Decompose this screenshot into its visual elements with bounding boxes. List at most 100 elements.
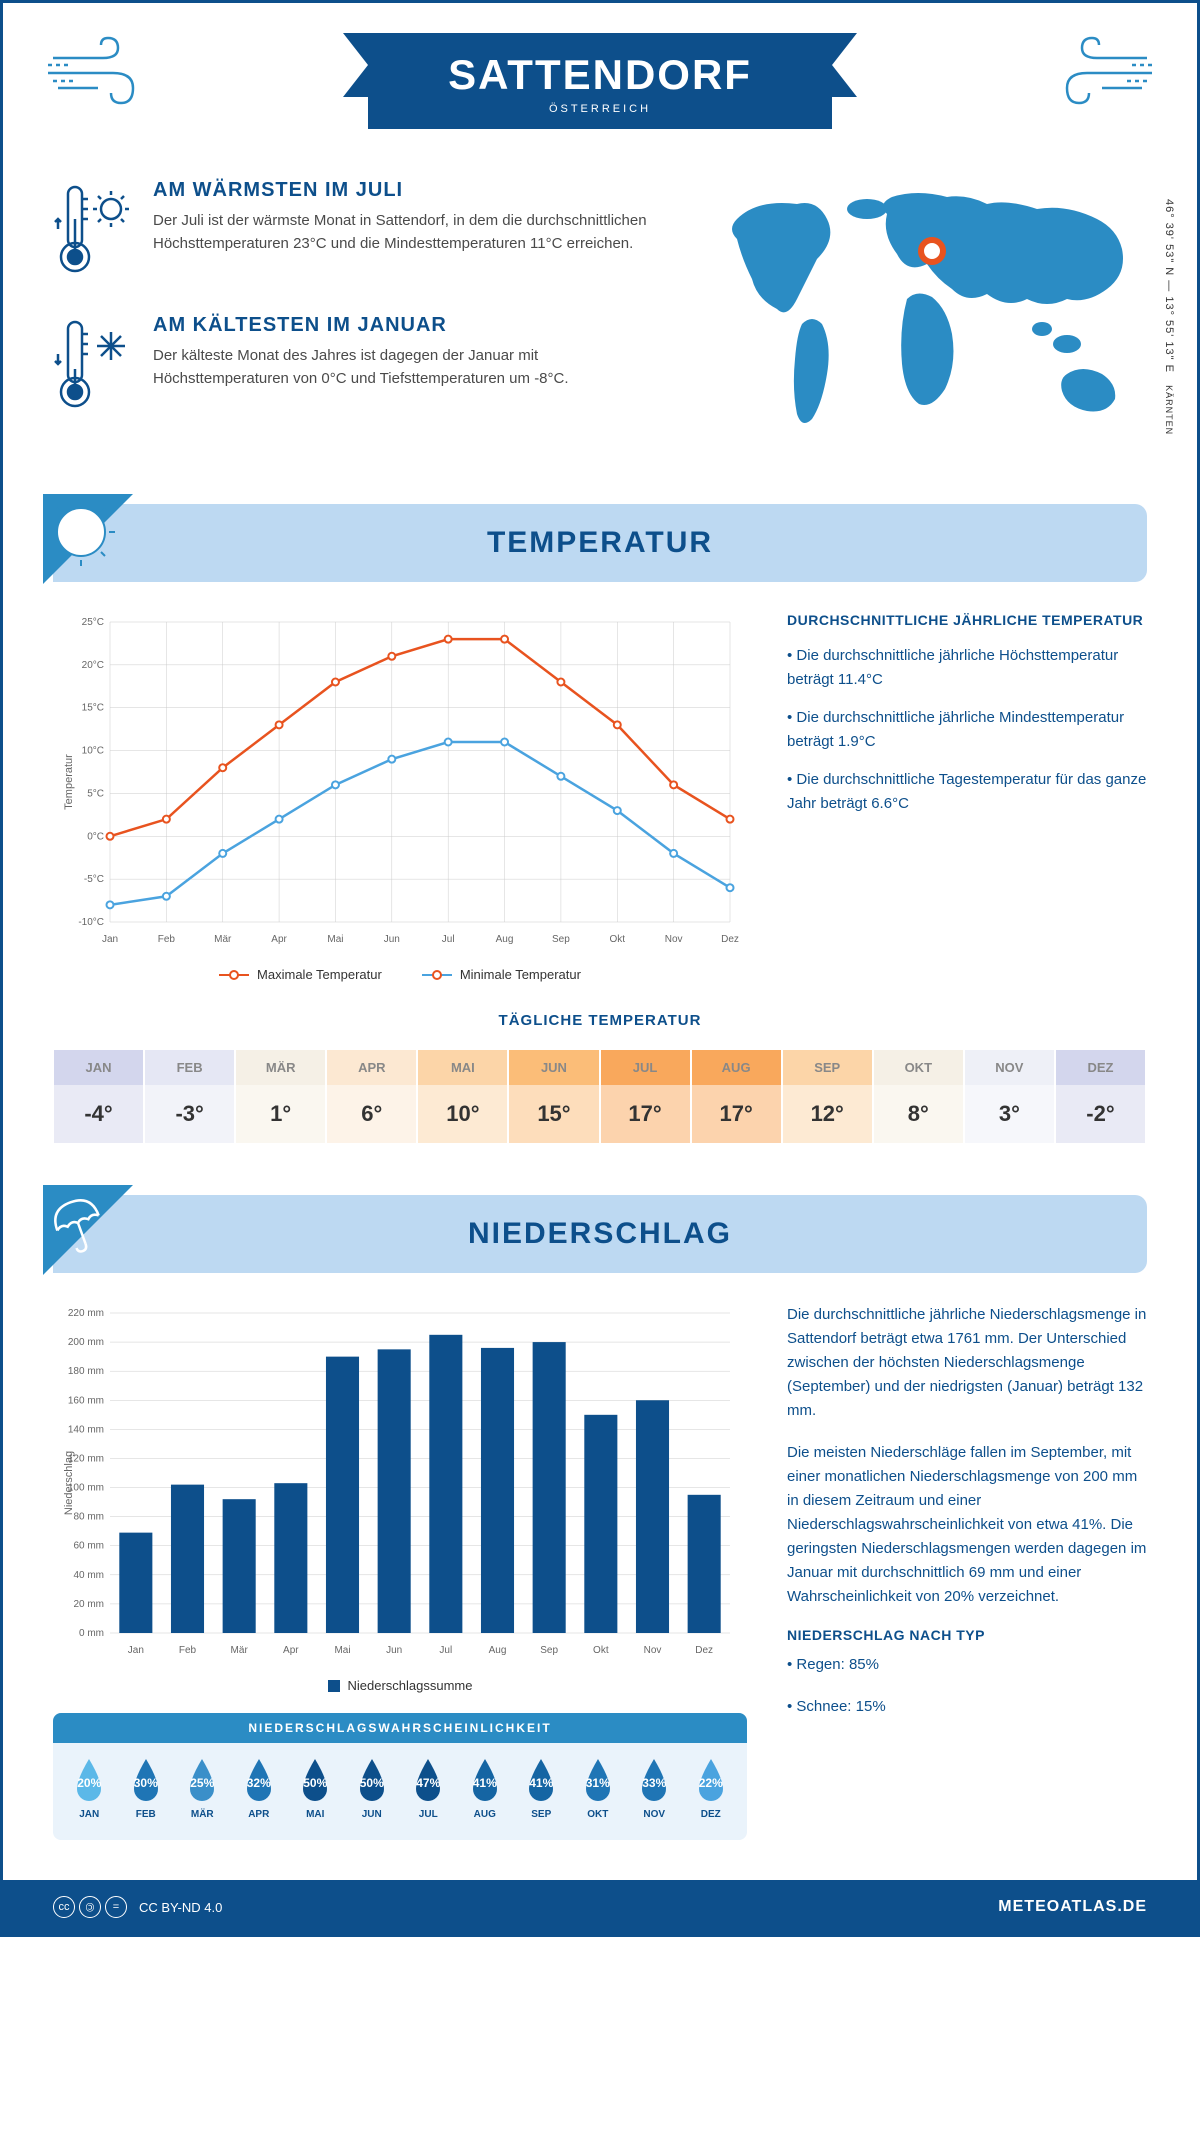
svg-text:5°C: 5°C	[87, 788, 104, 799]
temp-title: TEMPERATUR	[73, 526, 1127, 560]
umbrella-icon	[43, 1185, 143, 1285]
svg-text:160 mm: 160 mm	[68, 1395, 104, 1406]
prob-drop: 25%MÄR	[176, 1757, 229, 1820]
daily-temp-table: JAN-4°FEB-3°MÄR1°APR6°MAI10°JUN15°JUL17°…	[53, 1049, 1147, 1145]
svg-text:Mai: Mai	[327, 934, 343, 945]
svg-text:20 mm: 20 mm	[73, 1599, 104, 1610]
temp-legend: .legend-swatch:nth-child(1)::after{borde…	[53, 967, 747, 982]
city-name: SATTENDORF	[448, 51, 752, 99]
prob-drop: 50%JUN	[346, 1757, 399, 1820]
wind-icon-right	[1037, 33, 1157, 113]
warm-body: Der Juli ist der wärmste Monat in Satten…	[153, 210, 677, 255]
prob-drop: 41%SEP	[515, 1757, 568, 1820]
daily-cell: SEP12°	[783, 1050, 874, 1145]
daily-cell: FEB-3°	[145, 1050, 236, 1145]
daily-cell: NOV3°	[965, 1050, 1056, 1145]
svg-text:Niederschlag: Niederschlag	[63, 1451, 75, 1515]
svg-text:Jul: Jul	[442, 934, 455, 945]
daily-cell: JUL17°	[601, 1050, 692, 1145]
prob-drop: 31%OKT	[572, 1757, 625, 1820]
daily-title: TÄGLICHE TEMPERATUR	[53, 1012, 1147, 1029]
daily-cell: AUG17°	[692, 1050, 783, 1145]
svg-text:Jan: Jan	[102, 934, 118, 945]
warm-title: AM WÄRMSTEN IM JULI	[153, 179, 677, 202]
daily-cell: APR6°	[327, 1050, 418, 1145]
prob-drop: 30%FEB	[120, 1757, 173, 1820]
country-name: ÖSTERREICH	[448, 103, 752, 115]
precipitation-bar-chart: 0 mm20 mm40 mm60 mm80 mm100 mm120 mm140 …	[53, 1303, 747, 1663]
site-name: METEOATLAS.DE	[998, 1898, 1147, 1916]
precip-type-title: NIEDERSCHLAG NACH TYP	[787, 1627, 1147, 1643]
svg-text:Jun: Jun	[386, 1645, 402, 1656]
svg-text:0 mm: 0 mm	[79, 1628, 104, 1639]
precip-para1: Die durchschnittliche jährliche Niedersc…	[787, 1303, 1147, 1423]
precip-probability-box: NIEDERSCHLAGSWAHRSCHEINLICHKEIT 20%JAN30…	[53, 1713, 747, 1840]
temp-bullet: • Die durchschnittliche Tagestemperatur …	[787, 768, 1147, 816]
thermometer-sun-icon	[53, 179, 133, 284]
precip-type-item: • Schnee: 15%	[787, 1695, 1147, 1719]
precip-legend: Niederschlagssumme	[53, 1678, 747, 1693]
svg-text:Apr: Apr	[271, 934, 287, 945]
daily-cell: JUN15°	[509, 1050, 600, 1145]
svg-text:10°C: 10°C	[82, 746, 104, 757]
thermometer-snow-icon	[53, 314, 133, 419]
svg-text:Feb: Feb	[158, 934, 176, 945]
svg-text:Jul: Jul	[439, 1645, 452, 1656]
svg-text:Temperatur: Temperatur	[63, 754, 75, 810]
prob-drop: 33%NOV	[628, 1757, 681, 1820]
svg-text:20°C: 20°C	[82, 660, 104, 671]
svg-text:80 mm: 80 mm	[73, 1512, 104, 1523]
daily-cell: JAN-4°	[54, 1050, 145, 1145]
wind-icon-left	[43, 33, 163, 113]
svg-text:15°C: 15°C	[82, 703, 104, 714]
daily-cell: DEZ-2°	[1056, 1050, 1147, 1145]
world-map	[707, 179, 1147, 459]
svg-text:-5°C: -5°C	[84, 874, 104, 885]
svg-text:60 mm: 60 mm	[73, 1541, 104, 1552]
svg-text:Mai: Mai	[334, 1645, 350, 1656]
prob-drop: 22%DEZ	[685, 1757, 738, 1820]
svg-text:Apr: Apr	[283, 1645, 299, 1656]
header: SATTENDORF ÖSTERREICH	[3, 3, 1197, 149]
warm-fact: AM WÄRMSTEN IM JULI Der Juli ist der wär…	[53, 179, 677, 284]
svg-text:200 mm: 200 mm	[68, 1337, 104, 1348]
temp-bullet: • Die durchschnittliche jährliche Mindes…	[787, 706, 1147, 754]
svg-text:Mär: Mär	[214, 934, 232, 945]
prob-drop: 32%APR	[233, 1757, 286, 1820]
svg-text:25°C: 25°C	[82, 617, 104, 628]
svg-text:Nov: Nov	[644, 1645, 662, 1656]
svg-text:-10°C: -10°C	[78, 917, 104, 928]
svg-text:Okt: Okt	[593, 1645, 609, 1656]
temperature-line-chart: -10°C -5°C 0°C 5°C 10°C 15°C 20°C 25°C Jan Feb Mär…	[53, 612, 747, 952]
svg-text:Dez: Dez	[721, 934, 739, 945]
sun-icon	[43, 494, 143, 594]
svg-text:0°C: 0°C	[87, 831, 104, 842]
footer: cc🄯= CC BY-ND 4.0 METEOATLAS.DE	[3, 1880, 1197, 1934]
svg-text:Jun: Jun	[384, 934, 400, 945]
svg-text:Aug: Aug	[496, 934, 514, 945]
precip-banner: NIEDERSCHLAG	[53, 1195, 1147, 1273]
prob-drop: 20%JAN	[63, 1757, 116, 1820]
daily-cell: MÄR1°	[236, 1050, 327, 1145]
cold-title: AM KÄLTESTEN IM JANUAR	[153, 314, 677, 337]
svg-text:Sep: Sep	[552, 934, 570, 945]
svg-text:40 mm: 40 mm	[73, 1570, 104, 1581]
temp-banner: TEMPERATUR	[53, 504, 1147, 582]
svg-text:Sep: Sep	[540, 1645, 558, 1656]
precip-title: NIEDERSCHLAG	[73, 1217, 1127, 1251]
title-ribbon: SATTENDORF ÖSTERREICH	[368, 33, 832, 129]
svg-text:Aug: Aug	[489, 1645, 507, 1656]
cc-icons: cc🄯=	[53, 1896, 127, 1918]
svg-text:180 mm: 180 mm	[68, 1366, 104, 1377]
prob-drop: 47%JUL	[402, 1757, 455, 1820]
coordinates: 46° 39' 53" N — 13° 55' 13" E KÄRNTEN	[1163, 199, 1175, 435]
daily-cell: OKT8°	[874, 1050, 965, 1145]
license-text: CC BY-ND 4.0	[139, 1900, 222, 1915]
svg-text:Nov: Nov	[665, 934, 683, 945]
daily-cell: MAI10°	[418, 1050, 509, 1145]
temp-info-title: DURCHSCHNITTLICHE JÄHRLICHE TEMPERATUR	[787, 612, 1147, 628]
svg-text:Feb: Feb	[179, 1645, 197, 1656]
prob-drop: 41%AUG	[459, 1757, 512, 1820]
svg-text:Jan: Jan	[128, 1645, 144, 1656]
cold-body: Der kälteste Monat des Jahres ist dagege…	[153, 345, 677, 390]
